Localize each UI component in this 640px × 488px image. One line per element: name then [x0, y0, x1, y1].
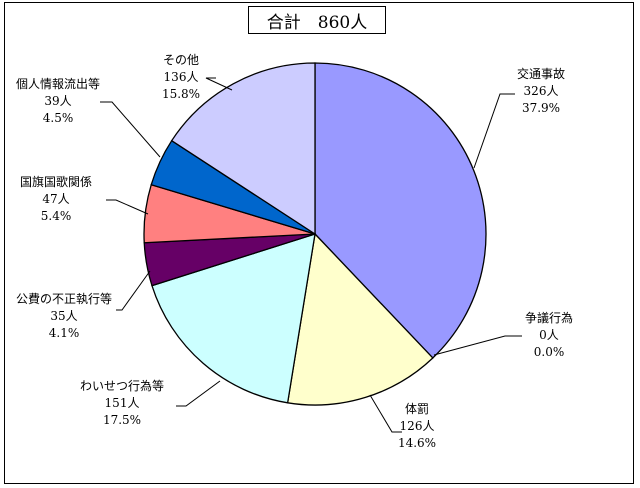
slice-label-7-count: 136人 [164, 70, 199, 84]
pie-slice-2 [286, 232, 434, 406]
slice-label-3-name: わいせつ行為等 [80, 379, 164, 393]
slice-label-1-count: 0人 [539, 328, 559, 342]
slice-label-5-count: 47人 [42, 192, 69, 206]
leader-line-6 [100, 101, 161, 158]
slice-label-6-pct: 4.5% [43, 111, 74, 125]
leader-line-4 [116, 270, 151, 311]
slice-label-0-name: 交通事故 [517, 66, 565, 81]
chart-title: 合計 860人 [248, 6, 386, 34]
slice-label-6-name: 個人情報流出等 [16, 77, 100, 91]
slice-label-7-name: その他 [163, 53, 199, 67]
slice-label-6-count: 39人 [44, 94, 71, 108]
slice-label-5-pct: 5.4% [41, 209, 72, 223]
leader-line-2 [369, 394, 402, 433]
slice-label-3-pct: 17.5% [103, 413, 141, 427]
slice-label-0-count: 326人 [524, 84, 559, 98]
slice-label-1-pct: 0.0% [534, 345, 565, 359]
slice-label-4-count: 35人 [50, 309, 77, 323]
slice-label-3-count: 151人 [105, 396, 140, 410]
slice-label-1-name: 争議行為 [525, 311, 573, 325]
slice-label-0-pct: 37.9% [522, 101, 560, 115]
pie-slice-0 [314, 62, 487, 359]
leader-line-3 [176, 380, 221, 407]
pie-slice-3 [151, 233, 316, 404]
slice-label-2-pct: 14.6% [398, 436, 436, 450]
leader-line-1 [433, 335, 522, 356]
slice-label-2-name: 体罰 [405, 402, 429, 416]
slice-label-2-count: 126人 [400, 419, 435, 433]
slice-label-5-name: 国旗国歌関係 [20, 174, 92, 189]
pie-slice-7 [170, 62, 316, 236]
slice-label-4-pct: 4.1% [49, 326, 80, 340]
leader-line-5 [106, 199, 149, 215]
slice-label-4-name: 公費の不正執行等 [16, 291, 112, 306]
leader-line-0 [473, 93, 515, 169]
slice-label-7-pct: 15.8% [162, 87, 200, 101]
leader-line-7 [205, 77, 233, 91]
